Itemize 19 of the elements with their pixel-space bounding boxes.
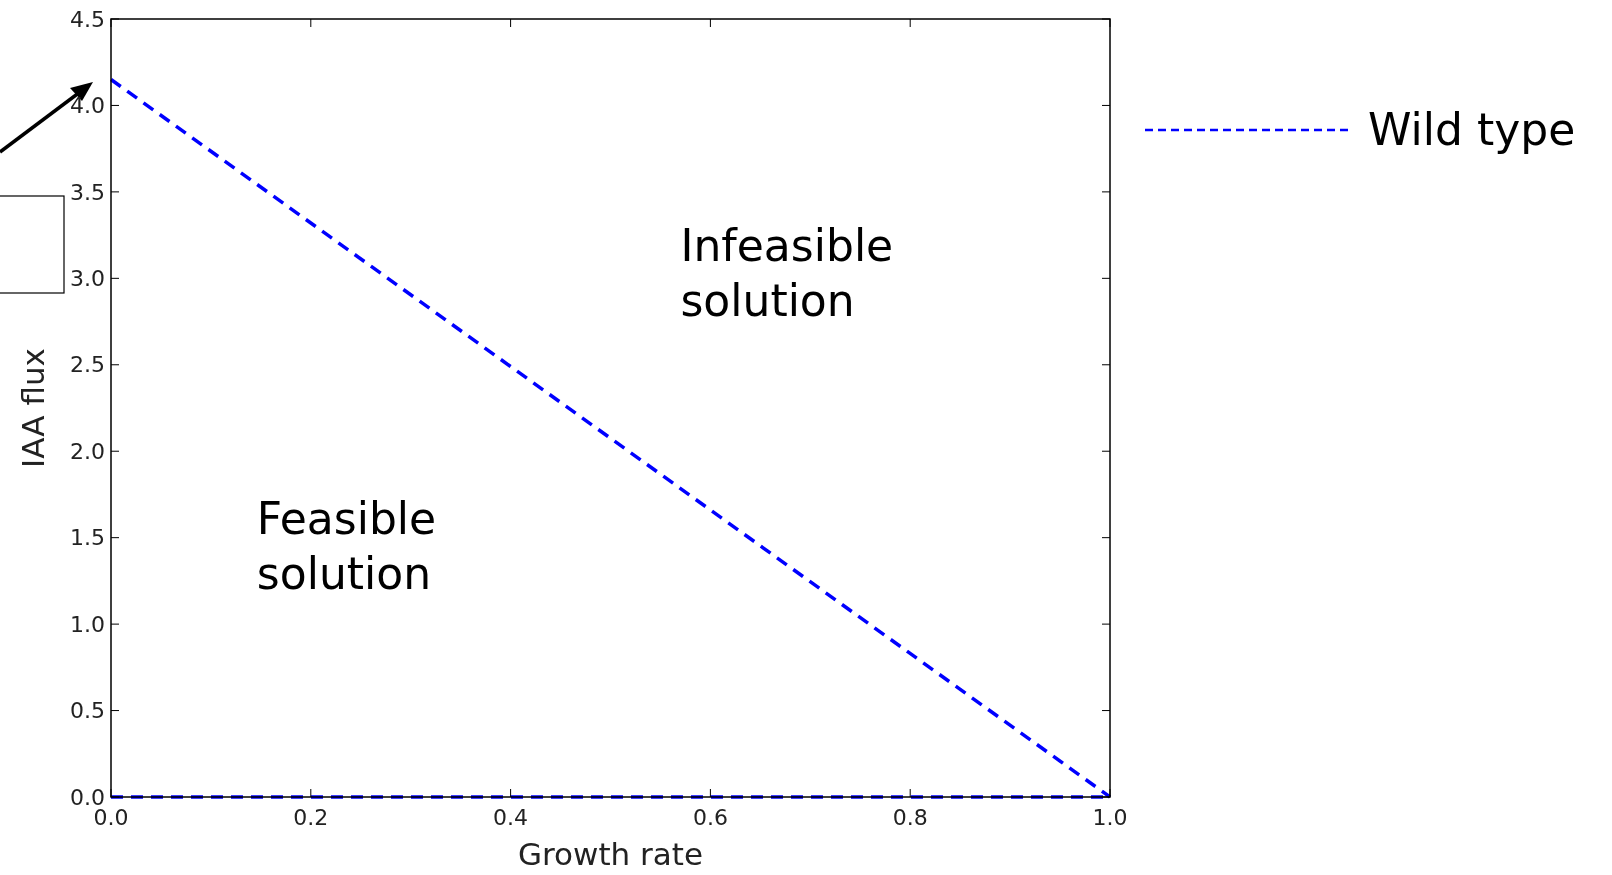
x-tick-label: 0.2 [293, 805, 329, 830]
y-axis-title: IAA flux [15, 348, 51, 468]
y-tick-label: 2.5 [70, 352, 105, 378]
x-tick-label: 1.0 [1092, 805, 1128, 830]
x-axis-title: Growth rate [517, 836, 704, 872]
y-tick-label: 1.5 [70, 525, 105, 551]
x-tick-label: 0.8 [892, 805, 928, 830]
x-tick-label: 0.4 [493, 805, 529, 830]
y-tick-label: 3.0 [70, 266, 105, 292]
legend-label: Wild type [1368, 104, 1576, 156]
y-tick-label: 3.5 [70, 179, 105, 205]
annotation: Infeasible solution [680, 220, 894, 327]
x-tick-label: 0.6 [692, 805, 728, 830]
y-tick-label: 4.0 [70, 93, 105, 119]
y-tick-label: 0.5 [70, 698, 105, 724]
y-tick-label: 1.0 [70, 611, 105, 637]
y-tick-label: 2.0 [70, 438, 105, 464]
annotation: Feasible solution [256, 493, 437, 600]
y-tick-label: 4.5 [70, 6, 105, 32]
